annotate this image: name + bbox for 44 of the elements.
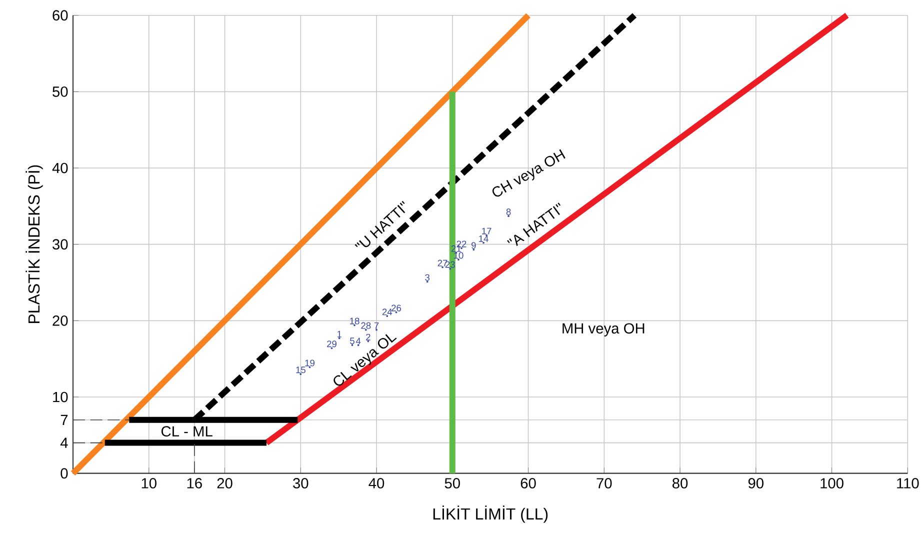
annotation: MH veya OH: [562, 323, 644, 336]
annotation: 29: [327, 340, 336, 348]
annotation: 14: [479, 235, 488, 242]
annotation: 26: [392, 304, 402, 312]
annotation: 18: [350, 318, 360, 324]
y-tick-label: 60: [52, 10, 68, 20]
x-tick-label: 50: [444, 478, 460, 488]
annotation: 2: [366, 334, 370, 340]
annotation: 5: [350, 337, 354, 344]
annotation: 17: [482, 228, 492, 234]
x-tick-label: 110: [897, 478, 919, 488]
annotation: 15: [296, 366, 306, 373]
y-tick-label: 4: [60, 438, 68, 448]
annotation: 24: [382, 308, 392, 315]
y-axis-title: PLASTİK İNDEKS (Pİ): [26, 165, 43, 323]
x-tick-label: 60: [520, 478, 536, 488]
x-tick-label: 70: [596, 478, 612, 488]
annotation: 1: [337, 330, 342, 338]
y-tick-label: 40: [52, 162, 68, 174]
annotation: 28: [361, 322, 371, 329]
annotation: CL - ML: [162, 426, 212, 436]
x-tick-label: 20: [217, 478, 232, 488]
annotation: CH veya OH: [492, 149, 566, 196]
x-tick-label: 90: [748, 478, 764, 488]
x-tick-label: 16: [187, 478, 202, 488]
annotation: 8: [506, 208, 511, 215]
annotation: 22: [456, 240, 466, 248]
x-axis-title: LİKİT LİMİT (LL): [433, 505, 548, 523]
x-tick-label: 40: [368, 478, 384, 488]
y-tick-label: 0: [60, 468, 68, 478]
annotation: 9: [471, 242, 476, 249]
annotation: 19: [305, 360, 314, 366]
y-tick-label: 10: [53, 392, 68, 402]
y-tick-label: 7: [60, 414, 68, 425]
y-tick-label: 20: [52, 315, 68, 326]
x-tick-label: 100: [820, 478, 844, 488]
x-tick-label: 80: [672, 478, 688, 488]
x-tick-label: 10: [142, 478, 156, 488]
annotation: 7: [374, 322, 379, 329]
y-tick-label: 30: [52, 239, 68, 250]
annotation: 3: [425, 274, 430, 281]
x-tick-label: 30: [293, 478, 308, 488]
annotation: 4: [356, 338, 361, 344]
y-tick-label: 50: [52, 86, 68, 97]
